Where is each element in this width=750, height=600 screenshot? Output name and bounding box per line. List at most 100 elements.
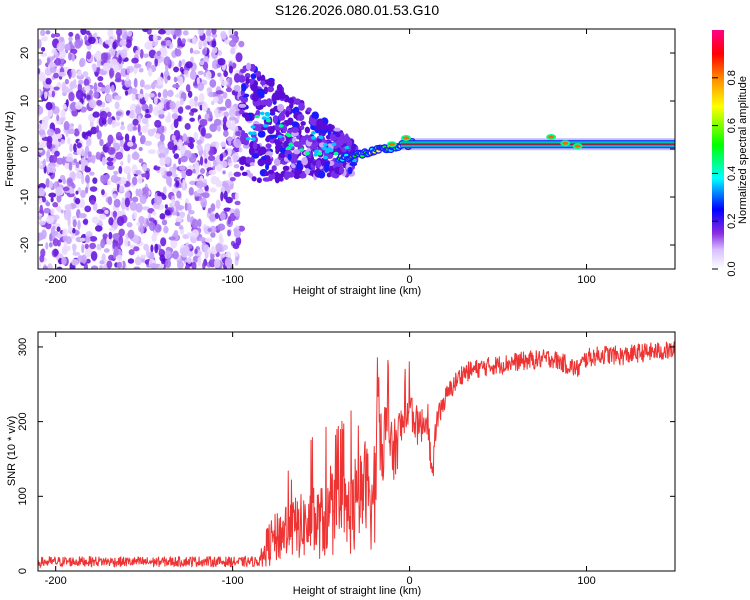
spectrogram-blob <box>141 125 149 133</box>
spectrogram-blob <box>175 180 180 188</box>
spectrogram-blob <box>196 188 205 194</box>
spectrogram-blob <box>103 248 110 253</box>
spectrogram-blob <box>228 158 232 164</box>
spectrogram-blob <box>85 186 89 194</box>
spectrogram-blob <box>193 131 199 141</box>
spectrogram-blob <box>333 127 341 132</box>
spectrogram-blob <box>112 219 119 230</box>
spectrogram-blob <box>267 125 275 135</box>
spectrogram-blob <box>228 135 232 146</box>
spectrogram-blob <box>128 249 135 256</box>
spectrogram-blob <box>189 47 194 54</box>
spectrogram-blob <box>197 144 203 152</box>
spectrogram-blob <box>67 225 73 232</box>
spectrogram-blob <box>290 155 298 164</box>
spectrogram-blob <box>157 192 165 197</box>
spectrogram-xlabel: Height of straight line (km) <box>293 285 421 297</box>
tone-band <box>400 140 675 149</box>
spectrogram-blob <box>149 222 156 231</box>
spectrogram-blob <box>116 216 125 227</box>
spectrogram-blob <box>244 72 251 79</box>
spectrogram-blob <box>131 196 139 203</box>
spectrogram-blob <box>183 69 189 75</box>
spectrogram-hotspot <box>326 147 332 151</box>
spectrogram-blob <box>166 175 172 186</box>
spectrogram-blob <box>182 30 189 36</box>
spectrogram-blob <box>181 59 186 66</box>
spectrogram-blob <box>215 90 224 95</box>
spectrogram-blob <box>228 65 234 74</box>
spectrogram-blob <box>140 225 144 235</box>
spectrogram-blob <box>126 67 131 75</box>
spectrogram-blob <box>209 187 217 193</box>
spectrogram-blob <box>153 96 158 105</box>
spectrogram-blob <box>173 153 180 159</box>
spectrogram-blob <box>154 196 163 205</box>
spectrogram-blob <box>199 118 208 127</box>
spectrogram-blob <box>50 208 55 216</box>
spectrogram-blob <box>108 231 113 240</box>
spectrogram-blob <box>298 102 305 111</box>
spectrogram-blob <box>179 97 184 106</box>
spectrogram-blob <box>315 159 322 168</box>
spectrogram-blob <box>120 160 124 166</box>
spectrogram-blob <box>163 225 169 234</box>
spectrogram-blob <box>137 174 143 185</box>
spectrogram-blob <box>187 202 192 212</box>
spectrogram-blob <box>68 52 72 61</box>
snr-ylabel: SNR (10 * v/v) <box>6 416 18 486</box>
spectrogram-blob <box>51 90 56 98</box>
spectrogram-blob <box>54 32 61 38</box>
spectrogram-blob <box>199 156 204 166</box>
spectrogram-blob <box>193 100 199 107</box>
spectrogram-blob <box>71 203 77 209</box>
spectrogram-blob <box>304 126 311 134</box>
spectrogram-blob <box>135 49 141 55</box>
spectrogram-blob <box>259 146 267 155</box>
spectrogram-blob <box>46 139 53 150</box>
spectrogram-blob <box>112 193 117 199</box>
spectrogram-blob <box>233 138 242 149</box>
spectrogram-blob <box>207 227 212 233</box>
spectrogram-blob <box>115 29 123 37</box>
spectrogram-blob <box>44 90 48 100</box>
spectrogram-blob <box>232 154 238 163</box>
spectrogram-blob <box>66 192 75 198</box>
spectrogram-blob <box>116 254 123 262</box>
spectrogram-blob <box>110 174 119 184</box>
colorbar-tick-label: 0.2 <box>726 214 738 229</box>
spectrogram-blob <box>261 156 267 161</box>
spectrogram-blob <box>45 101 53 111</box>
spectrogram-blob <box>100 238 106 249</box>
spectrogram-blob <box>56 157 64 165</box>
spectrogram-blob <box>223 207 232 212</box>
spectrogram-blob <box>250 73 257 80</box>
spectrogram-blob <box>83 262 89 269</box>
spectrogram-blob <box>178 60 182 68</box>
spectrogram-blob <box>225 87 232 93</box>
spectrogram-blob <box>201 101 208 112</box>
spectrogram-blob <box>68 70 72 80</box>
spectrogram-blob <box>311 111 320 121</box>
spectrogram-blob <box>180 145 187 152</box>
spectrogram-blob <box>222 182 229 188</box>
spectrogram-blob <box>159 133 165 143</box>
spectrogram-blob <box>148 103 153 114</box>
spectrogram-blob <box>229 105 236 114</box>
spectrogram-blob <box>109 67 115 78</box>
spectrogram-hotspot <box>251 131 257 136</box>
spectrogram-blob <box>209 213 217 222</box>
spectrogram-blob <box>260 80 266 86</box>
spectrogram-blob <box>138 146 143 152</box>
spectrogram-hotspot <box>318 135 324 139</box>
spectrogram-blob <box>229 34 237 39</box>
spectrogram-blob <box>51 230 59 236</box>
spectrogram-blob <box>52 214 60 220</box>
spectrogram-blob <box>48 192 57 198</box>
spectrogram-blob <box>132 126 138 131</box>
spectrogram-blob <box>119 185 125 193</box>
spectrogram-blob <box>88 99 97 109</box>
spectrogram-blob <box>95 52 102 61</box>
spectrogram-blob <box>106 111 112 118</box>
spectrogram-blob <box>77 124 82 133</box>
